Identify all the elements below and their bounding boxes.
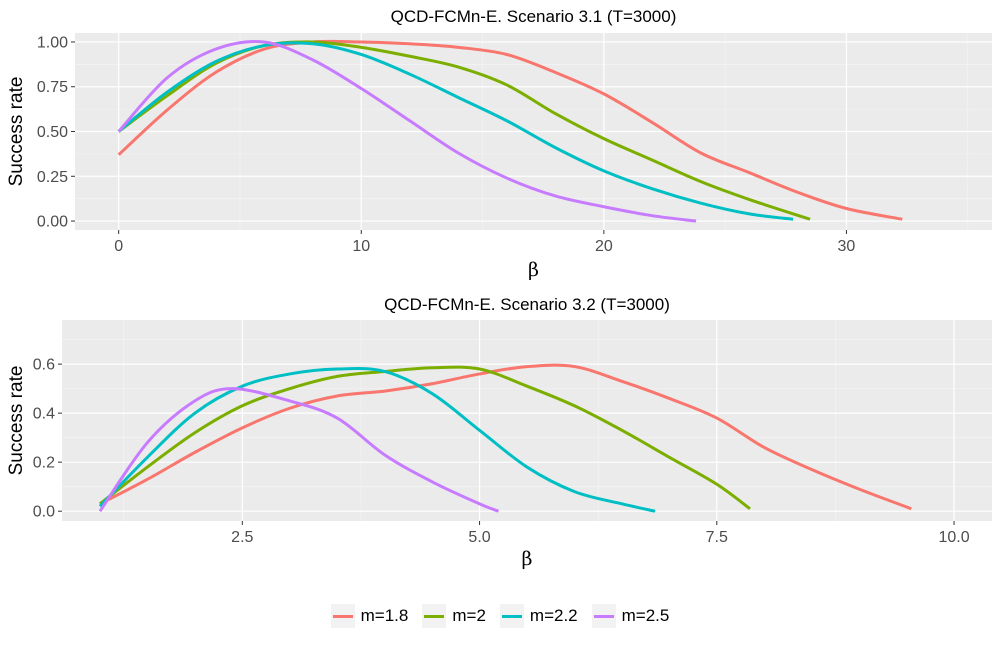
legend-key-m1-8 [330, 604, 355, 628]
panel-1: 0 10 20 30 0.00 0.25 0.50 0.75 1.00 QCD-FCMn-E. S… [6, 7, 992, 281]
panel-1-series-m-1-8 [117, 39, 903, 221]
panel-2-series-m-2-2 [98, 367, 656, 513]
panel-1-y-tick-label: 0.50 [37, 124, 68, 141]
panel-2-x-tick-label: 10.0 [938, 529, 969, 546]
panel-2-y-tick-label: 0.2 [33, 455, 55, 472]
panel-2-series-m-2 [99, 365, 751, 510]
legend-label-m2-2: m=2.2 [529, 606, 578, 625]
panel-2-x-axis-label: β [522, 548, 533, 570]
panel-1-x-tick-label: 20 [595, 238, 613, 255]
panel-2-x-tick-label: 7.5 [706, 529, 728, 546]
panel-2-x-tick-label: 2.5 [231, 529, 253, 546]
legend: m=1.8 m=2 m=2.2 m=2.5 [0, 596, 1000, 636]
panel-2-y-tick-label: 0.4 [33, 406, 55, 423]
legend-item-m2-5: m=2.5 [591, 604, 670, 628]
panel-1-x-tick-label: 0 [114, 238, 123, 255]
legend-label-m1-8: m=1.8 [360, 606, 409, 625]
panel-1-x-axis-label: β [528, 259, 539, 281]
panel-2-y-axis-label: Success rate [6, 366, 27, 476]
legend-label-m2-5: m=2.5 [621, 606, 670, 625]
panel-1-series-m-2-5 [117, 39, 697, 223]
panel-2-x-tick-label: 5.0 [468, 529, 490, 546]
legend-item-m2: m=2 [422, 604, 486, 628]
legend-line-m1-8 [332, 615, 353, 618]
panel-1-y-tick-label: 0.00 [37, 214, 68, 231]
legend-item-m2-2: m=2.2 [499, 604, 578, 628]
panel-2: 2.5 5.0 7.5 10.0 0.0 0.2 0.4 0.6 QCD-FCMn-E. Sce… [6, 295, 992, 570]
panel-2-y-tick-label: 0.6 [33, 357, 55, 374]
panel-1-x-tick-label: 10 [352, 238, 370, 255]
panel-1-y-tick-label: 0.75 [37, 79, 68, 96]
legend-item-m1-8: m=1.8 [330, 604, 409, 628]
legend-label-m2: m=2 [452, 606, 486, 625]
panel-2-series-m-1-8 [99, 363, 912, 511]
panel-1-title: QCD-FCMn-E. Scenario 3.1 (T=3000) [391, 7, 677, 26]
panel-1-y-tick-label: 1.00 [37, 34, 68, 51]
panel-2-plot-background [62, 320, 992, 521]
panel-2-title: QCD-FCMn-E. Scenario 3.2 (T=3000) [384, 295, 670, 314]
panel-1-x-tick-label: 30 [838, 238, 856, 255]
legend-line-m2 [424, 615, 445, 618]
legend-key-m2 [422, 604, 447, 628]
panel-2-series-m-2-5 [98, 387, 500, 513]
legend-line-m2-5 [593, 615, 614, 618]
legend-key-m2-5 [591, 604, 616, 628]
figure: 0 10 20 30 0.00 0.25 0.50 0.75 1.00 QCD-FCMn-E. S… [6, 7, 992, 570]
panel-1-y-axis-label: Success rate [6, 77, 27, 187]
panel-1-y-tick-label: 0.25 [37, 169, 68, 186]
panel-2-y-tick-label: 0.0 [33, 504, 55, 521]
panel-1-series-m-2-2 [117, 41, 794, 221]
legend-line-m2-2 [501, 615, 522, 618]
legend-key-m2-2 [499, 604, 524, 628]
